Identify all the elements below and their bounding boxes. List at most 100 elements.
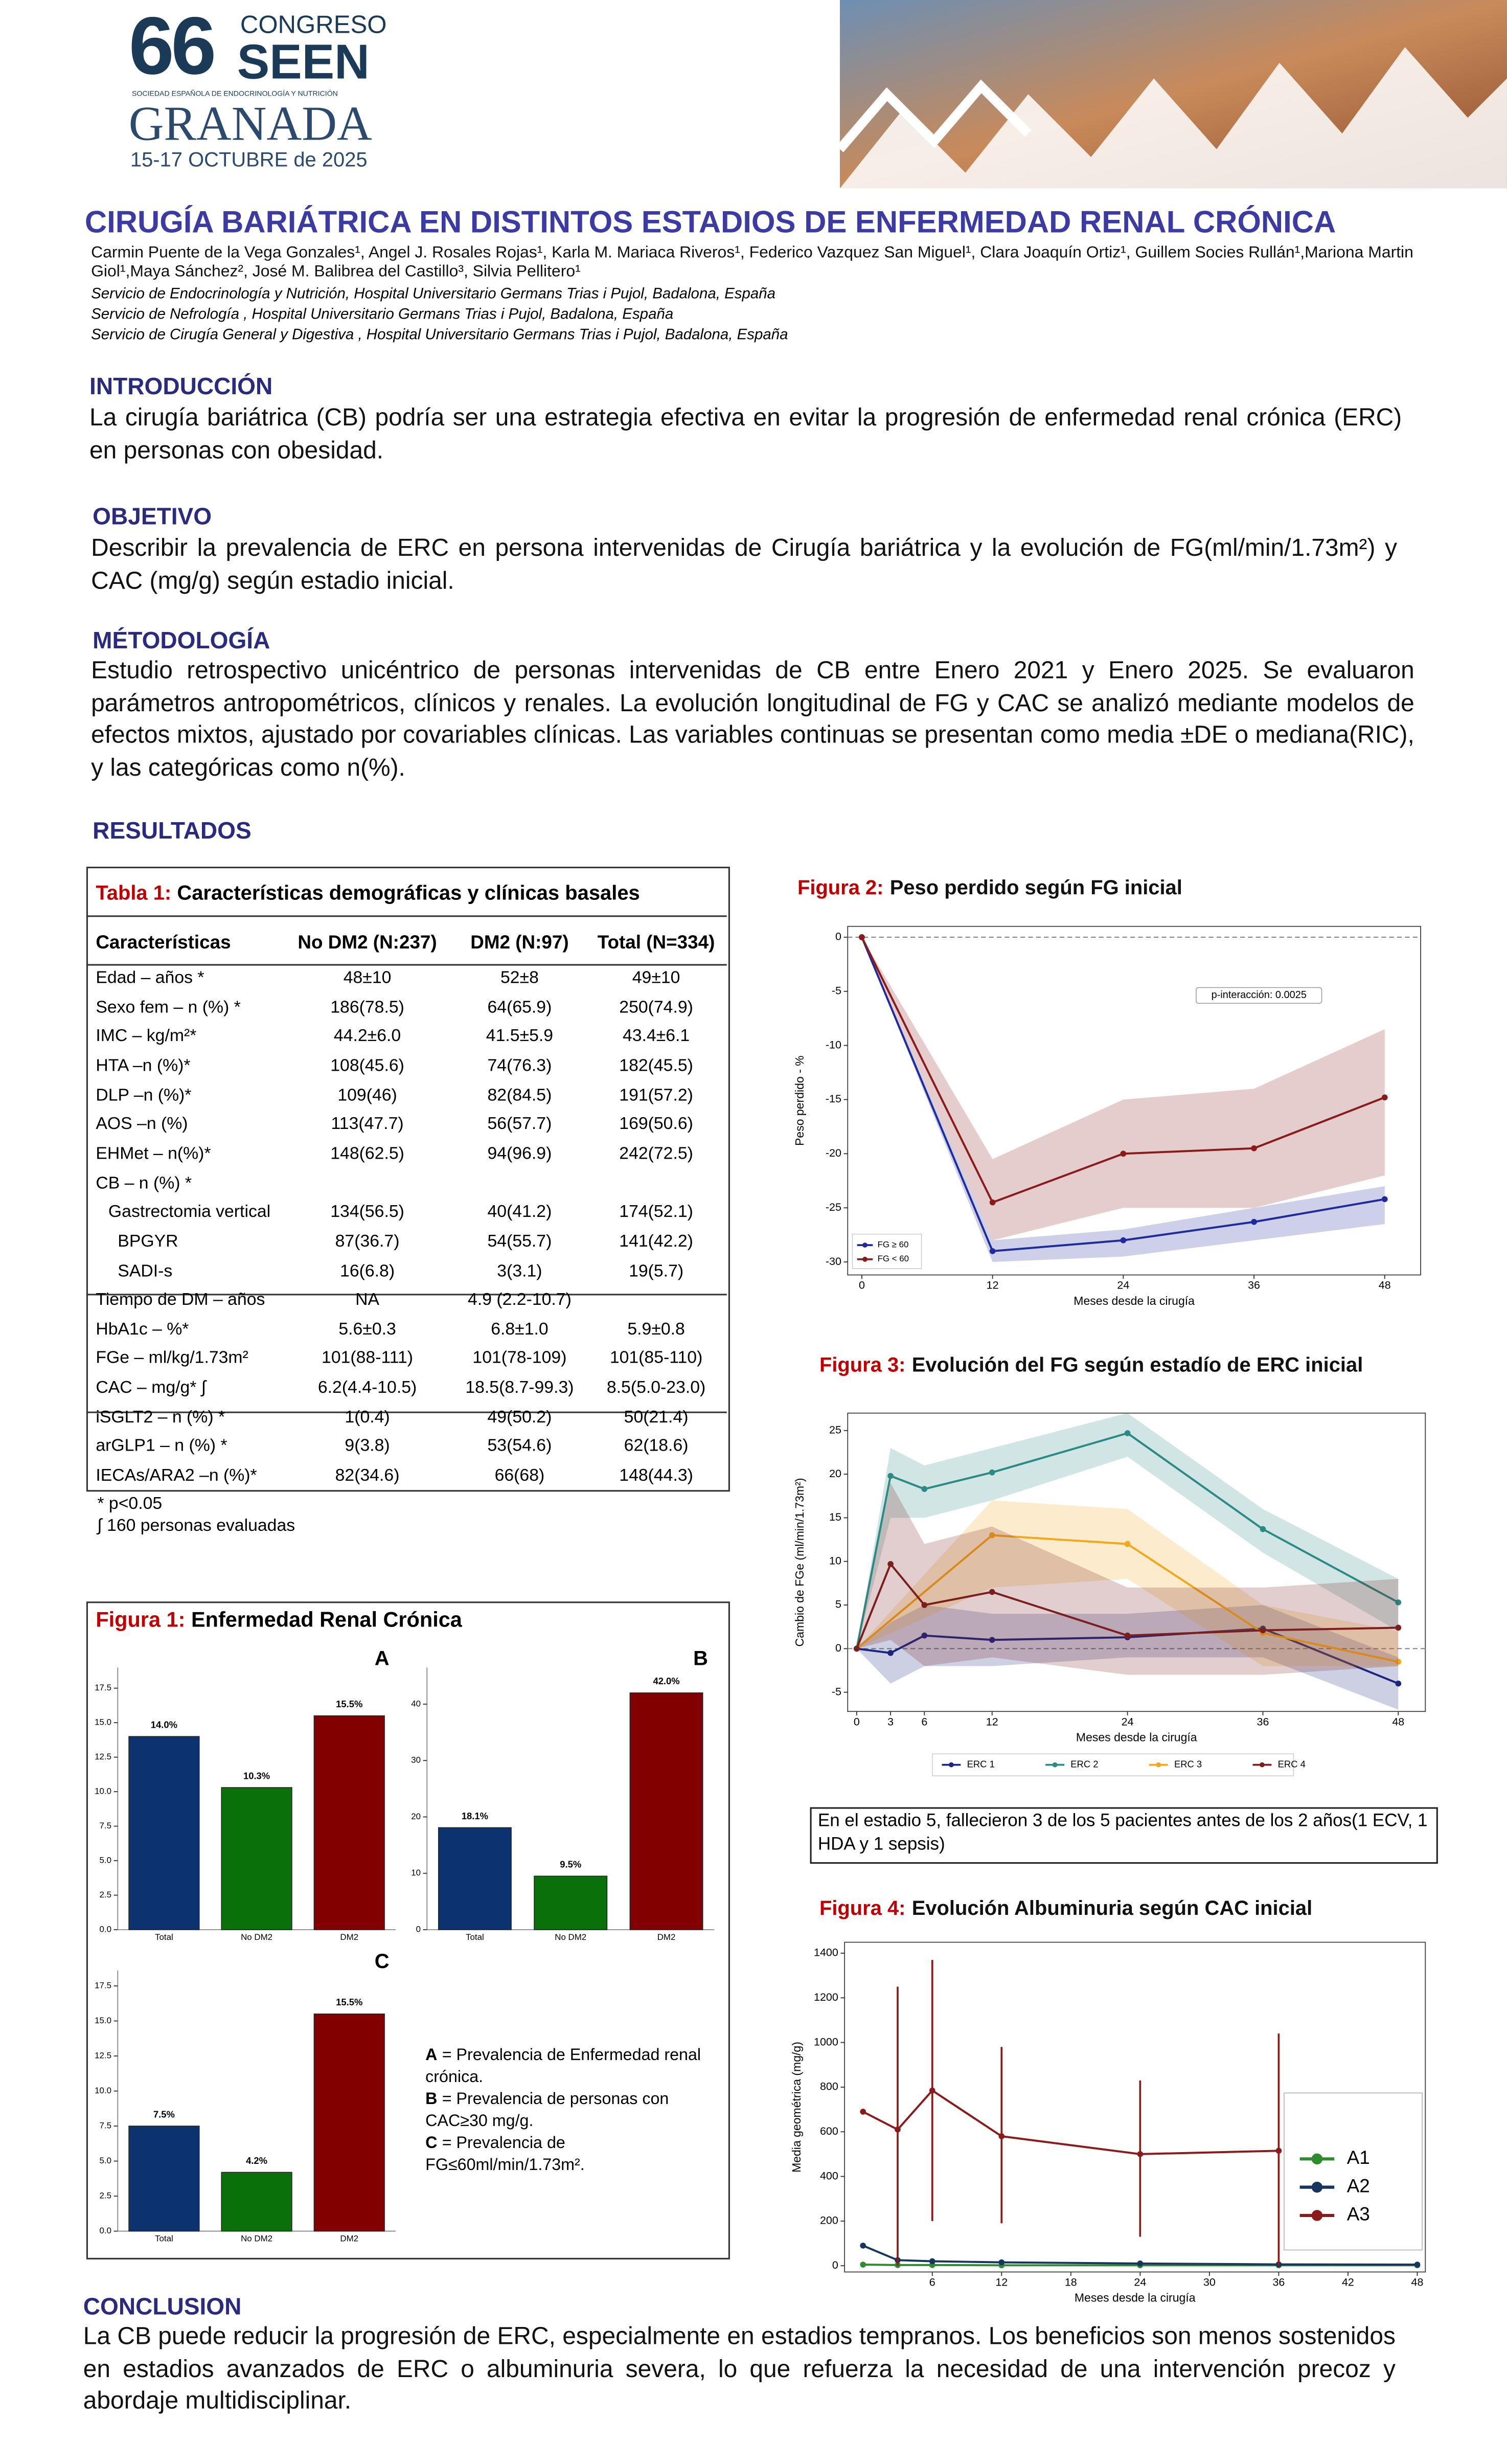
legend-box (1283, 2092, 1423, 2251)
y-tick-label: 10.0 (95, 1787, 111, 1796)
table-cell: 141(42.2) (619, 1232, 693, 1251)
table-cell: Sexo fem – n (%) * (96, 998, 241, 1017)
value-label: 14.0% (151, 1720, 177, 1730)
x-tick-label: 48 (1411, 2276, 1424, 2289)
data-point (1395, 1624, 1402, 1631)
bar (534, 1875, 608, 1930)
table-cell: 6.8±1.0 (491, 1320, 549, 1339)
value-label: 15.5% (336, 1997, 362, 2007)
bar (313, 1715, 385, 1930)
y-tick-label: 0.0 (100, 2226, 111, 2235)
y-tick-label: 12.5 (95, 1752, 111, 1761)
x-axis-label: Meses desde la cirugía (1076, 1730, 1197, 1744)
legend-text: = Prevalencia de Enfermedad renal crónic… (425, 2046, 701, 2087)
bar (438, 1827, 512, 1930)
legend-item: A = Prevalencia de Enfermedad renal cróni… (425, 2044, 716, 2088)
table-cell: 49(50.2) (487, 1408, 552, 1427)
table-cell: NA (355, 1291, 380, 1310)
affiliation: Servicio de Endocrinología y Nutrición, … (91, 285, 776, 303)
panel-label: B (693, 1647, 708, 1669)
bar (313, 2014, 385, 2232)
section-heading: OBJETIVO (93, 504, 212, 531)
table-cell: 148(44.3) (619, 1466, 693, 1486)
legend-label: ERC 4 (1278, 1758, 1306, 1769)
bar (128, 1736, 200, 1930)
x-tick-label: Total (155, 2233, 173, 2243)
x-tick-label: No DM2 (241, 1932, 272, 1942)
table-cell: 4.9 (2.2-10.7) (468, 1291, 572, 1310)
table-cell: 53(54.6) (487, 1437, 552, 1456)
figure-title-part: Figura 4: (819, 1897, 906, 1919)
figure-legend: A = Prevalencia de Enfermedad renal cróni… (425, 2044, 716, 2176)
legend-text: = Prevalencia de personas con CAC≥30 mg/… (425, 2090, 669, 2131)
section-text: La CB puede reducir la progresión de ERC… (83, 2323, 1396, 2415)
legend-label: A2 (1347, 2175, 1370, 2196)
panel-label: C (375, 1950, 390, 1973)
table-cell: 169(50.6) (619, 1115, 693, 1134)
y-tick-label: -10 (826, 1038, 841, 1051)
x-tick-label: 36 (1257, 1715, 1269, 1728)
legend-text: = Prevalencia de FG≤60ml/min/1.73m². (425, 2134, 585, 2175)
table-cell: 66(68) (494, 1466, 545, 1486)
table-cell: SADI-s (118, 1261, 173, 1281)
x-axis-label: Meses desde la cirugía (1074, 1294, 1195, 1307)
table-cell: 101(88-111) (322, 1349, 414, 1369)
figure-title-text: Enfermedad Renal Crónica (191, 1608, 462, 1632)
bar (221, 2172, 292, 2232)
section-text: Estudio retrospectivo unicéntrico de per… (91, 658, 1414, 781)
table-header: Características (96, 931, 231, 953)
table-rule (86, 964, 727, 966)
data-point (921, 1602, 928, 1608)
table-cell: 108(45.6) (330, 1056, 404, 1076)
figure-title-part: Peso perdido según FG inicial (890, 876, 1182, 899)
confidence-band (856, 1483, 1399, 1675)
table-cell: 3(3.1) (497, 1261, 542, 1281)
table-cell: 49±10 (632, 968, 680, 988)
data-point (887, 1650, 894, 1656)
y-tick-label: 0 (835, 1642, 841, 1654)
figure-title-part: Evolución Albuminuria según CAC inicial (912, 1897, 1312, 1919)
figure-label: Figura 1: (96, 1608, 186, 1632)
data-point (929, 2087, 935, 2094)
y-tick-label: 20 (411, 1812, 421, 1821)
x-tick-label: Total (155, 1932, 173, 1942)
x-tick-label: 24 (1122, 1715, 1134, 1728)
table-cell: 5.6±0.3 (338, 1320, 396, 1339)
table-cell: 186(78.5) (330, 998, 404, 1017)
table-cell: 64(65.9) (487, 998, 552, 1017)
table-cell: 250(74.9) (619, 998, 693, 1017)
x-tick-label: 36 (1272, 2276, 1285, 2289)
table-cell: 44.2±6.0 (333, 1027, 401, 1047)
value-label: 9.5% (560, 1859, 581, 1870)
table-cell: 43.4±6.1 (622, 1027, 690, 1047)
logo-city: GRANADA (128, 96, 372, 151)
data-point (1124, 1430, 1131, 1436)
legend-marker (1311, 2153, 1323, 2165)
table-cell: 74(76.3) (487, 1056, 552, 1076)
series-line (862, 2089, 1279, 2155)
data-point (989, 1469, 995, 1476)
figure-title-part: Figura 2: (797, 876, 884, 899)
value-label: 4.2% (246, 2155, 267, 2166)
table-cell: Gastrectomia vertical (108, 1203, 271, 1222)
table-note: ∫ 160 personas evaluadas (97, 1517, 295, 1536)
x-axis-label: Meses desde la cirugía (1075, 2291, 1196, 2304)
data-point (989, 1248, 996, 1254)
data-point (998, 2259, 1005, 2266)
data-point (998, 2133, 1005, 2139)
data-point (860, 2243, 866, 2249)
table-label: Tabla 1: (96, 880, 172, 905)
x-tick-label: 42 (1342, 2276, 1354, 2289)
table-cell: DLP –n (%)* (96, 1086, 192, 1105)
data-point (989, 1199, 996, 1206)
figure-title: Figura 2: Peso perdido según FG inicial (797, 876, 1182, 899)
logo-dates: 15-17 OCTUBRE de 2025 (130, 147, 368, 171)
legend-marker (1311, 2181, 1323, 2193)
y-tick-label: 0 (416, 1924, 421, 1934)
legend-marker (1052, 1762, 1058, 1768)
table-cell: HTA –n (%)* (96, 1056, 191, 1076)
table-rule (86, 1411, 727, 1413)
banner-line (839, 79, 1032, 152)
legend-label: FG < 60 (878, 1254, 909, 1263)
